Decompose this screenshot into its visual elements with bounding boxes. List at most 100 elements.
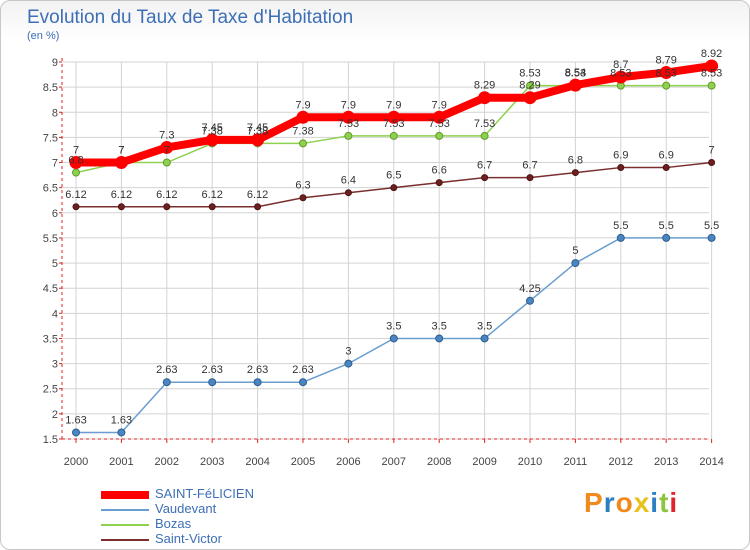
data-point-saint-victor [481, 174, 489, 182]
data-label-bozas: 7.53 [383, 118, 404, 130]
logo-letter: t [659, 487, 670, 518]
data-point-vaudevant [616, 233, 625, 242]
data-point-saint-victor [662, 164, 670, 172]
logo-letter: o [615, 487, 634, 518]
data-point-saint-victor [571, 169, 579, 177]
data-label-saint-victor: 6.4 [341, 175, 356, 187]
data-label-saint-victor: 6.7 [477, 160, 492, 172]
x-tick-label: 2013 [654, 456, 678, 468]
y-tick-label: 5 [52, 258, 58, 270]
data-point-saint-felicien [387, 110, 401, 124]
data-point-vaudevant [299, 378, 307, 387]
data-point-vaudevant [707, 233, 716, 242]
data-label-bozas: 8.53 [565, 68, 586, 80]
data-label-vaudevant: 5.5 [613, 220, 628, 232]
data-label-vaudevant: 2.63 [201, 364, 222, 376]
logo-letter: r [603, 487, 616, 518]
y-tick-label: 8.5 [43, 82, 58, 94]
x-tick-label: 2014 [699, 456, 723, 468]
y-tick-label: 7.5 [43, 132, 58, 144]
data-label-bozas: 7 [118, 145, 124, 157]
legend-item-vaudevant: Vaudevant [101, 501, 216, 516]
data-label-vaudevant: 3.5 [477, 320, 492, 332]
x-tick-label: 2003 [200, 456, 224, 468]
data-label-saint-felicien: 7.45 [247, 122, 268, 134]
data-label-saint-victor: 6.12 [156, 189, 177, 201]
data-point-saint-felicien [160, 140, 174, 154]
data-label-saint-felicien: 7.9 [386, 99, 401, 111]
data-point-vaudevant [526, 296, 534, 305]
legend-item-bozas: Bozas [101, 516, 191, 531]
x-tick-label: 2000 [64, 456, 88, 468]
data-point-saint-felicien [432, 110, 446, 124]
x-tick-label: 2011 [564, 456, 588, 468]
data-label-saint-victor: 6.3 [295, 180, 310, 192]
data-point-bozas [72, 168, 80, 177]
data-point-saint-victor [390, 184, 398, 192]
data-label-bozas: 7.38 [201, 125, 222, 137]
data-label-saint-felicien: 7.45 [201, 122, 222, 134]
data-point-bozas [344, 131, 353, 140]
data-label-vaudevant: 3.5 [432, 320, 447, 332]
data-point-saint-victor [208, 203, 216, 211]
data-label-bozas: 7.38 [292, 125, 313, 137]
y-tick-label: 7 [52, 158, 58, 170]
data-label-saint-felicien: 8.54 [565, 67, 586, 79]
data-label-bozas: 7.38 [247, 125, 268, 137]
data-label-bozas: 7.53 [338, 118, 359, 130]
x-tick-label: 2006 [336, 456, 360, 468]
x-tick-label: 2007 [382, 456, 406, 468]
data-point-saint-felicien [523, 91, 537, 105]
y-tick-label: 6 [52, 208, 58, 220]
data-point-vaudevant [435, 334, 444, 343]
data-label-saint-felicien: 8.7 [613, 59, 628, 71]
data-point-vaudevant [162, 378, 171, 387]
data-point-saint-victor [526, 174, 534, 182]
data-point-vaudevant [571, 259, 580, 268]
data-point-saint-victor [344, 189, 352, 197]
legend-label: Bozas [155, 516, 192, 531]
data-label-vaudevant: 2.63 [247, 364, 268, 376]
data-label-saint-victor: 6.12 [201, 189, 222, 201]
x-tick-label: 2004 [245, 456, 269, 468]
legend-swatch [101, 523, 149, 526]
y-tick-label: 2 [52, 409, 58, 421]
data-point-bozas [662, 81, 671, 90]
data-label-saint-felicien: 7.9 [341, 99, 356, 111]
data-point-saint-victor [72, 203, 80, 211]
data-point-saint-felicien [705, 59, 719, 73]
y-tick-label: 4 [52, 308, 58, 320]
data-label-saint-victor: 6.12 [65, 189, 86, 201]
data-label-saint-victor: 7 [709, 145, 715, 157]
data-point-saint-felicien [251, 133, 265, 147]
data-label-bozas: 7.53 [428, 118, 449, 130]
legend-item-saint-felicien: SAINT-FéLICIEN [101, 486, 254, 501]
data-label-vaudevant: 1.63 [65, 414, 86, 426]
chart-title: Evolution du Taux de Taxe d'Habitation [27, 7, 354, 28]
data-label-vaudevant: 5 [572, 245, 578, 257]
data-point-saint-felicien [568, 78, 582, 92]
y-tick-label: 6.5 [43, 183, 58, 195]
logo-letter: P [584, 487, 604, 518]
data-point-saint-victor [299, 194, 307, 202]
data-label-saint-victor: 6.6 [432, 165, 447, 177]
legend-swatch [101, 538, 149, 541]
data-label-saint-felicien: 7.3 [159, 129, 174, 141]
data-point-saint-felicien [659, 66, 673, 80]
data-label-bozas: 8.53 [701, 68, 722, 80]
data-point-saint-felicien [296, 110, 310, 124]
data-label-saint-victor: 6.8 [568, 155, 583, 167]
data-point-bozas [162, 158, 171, 167]
y-tick-label: 3.5 [43, 333, 58, 345]
data-label-saint-felicien: 7 [118, 145, 124, 157]
data-label-saint-victor: 6.12 [247, 189, 268, 201]
data-point-saint-felicien [69, 156, 83, 170]
legend-label: Saint-Victor [155, 531, 222, 546]
data-label-saint-felicien: 8.79 [655, 55, 676, 67]
data-label-vaudevant: 3 [345, 346, 351, 358]
data-label-vaudevant: 4.25 [519, 283, 540, 295]
data-label-bozas: 8.53 [610, 68, 631, 80]
data-point-saint-victor [117, 203, 125, 211]
legend-swatch [101, 490, 149, 499]
legend-label: SAINT-FéLICIEN [155, 486, 254, 501]
